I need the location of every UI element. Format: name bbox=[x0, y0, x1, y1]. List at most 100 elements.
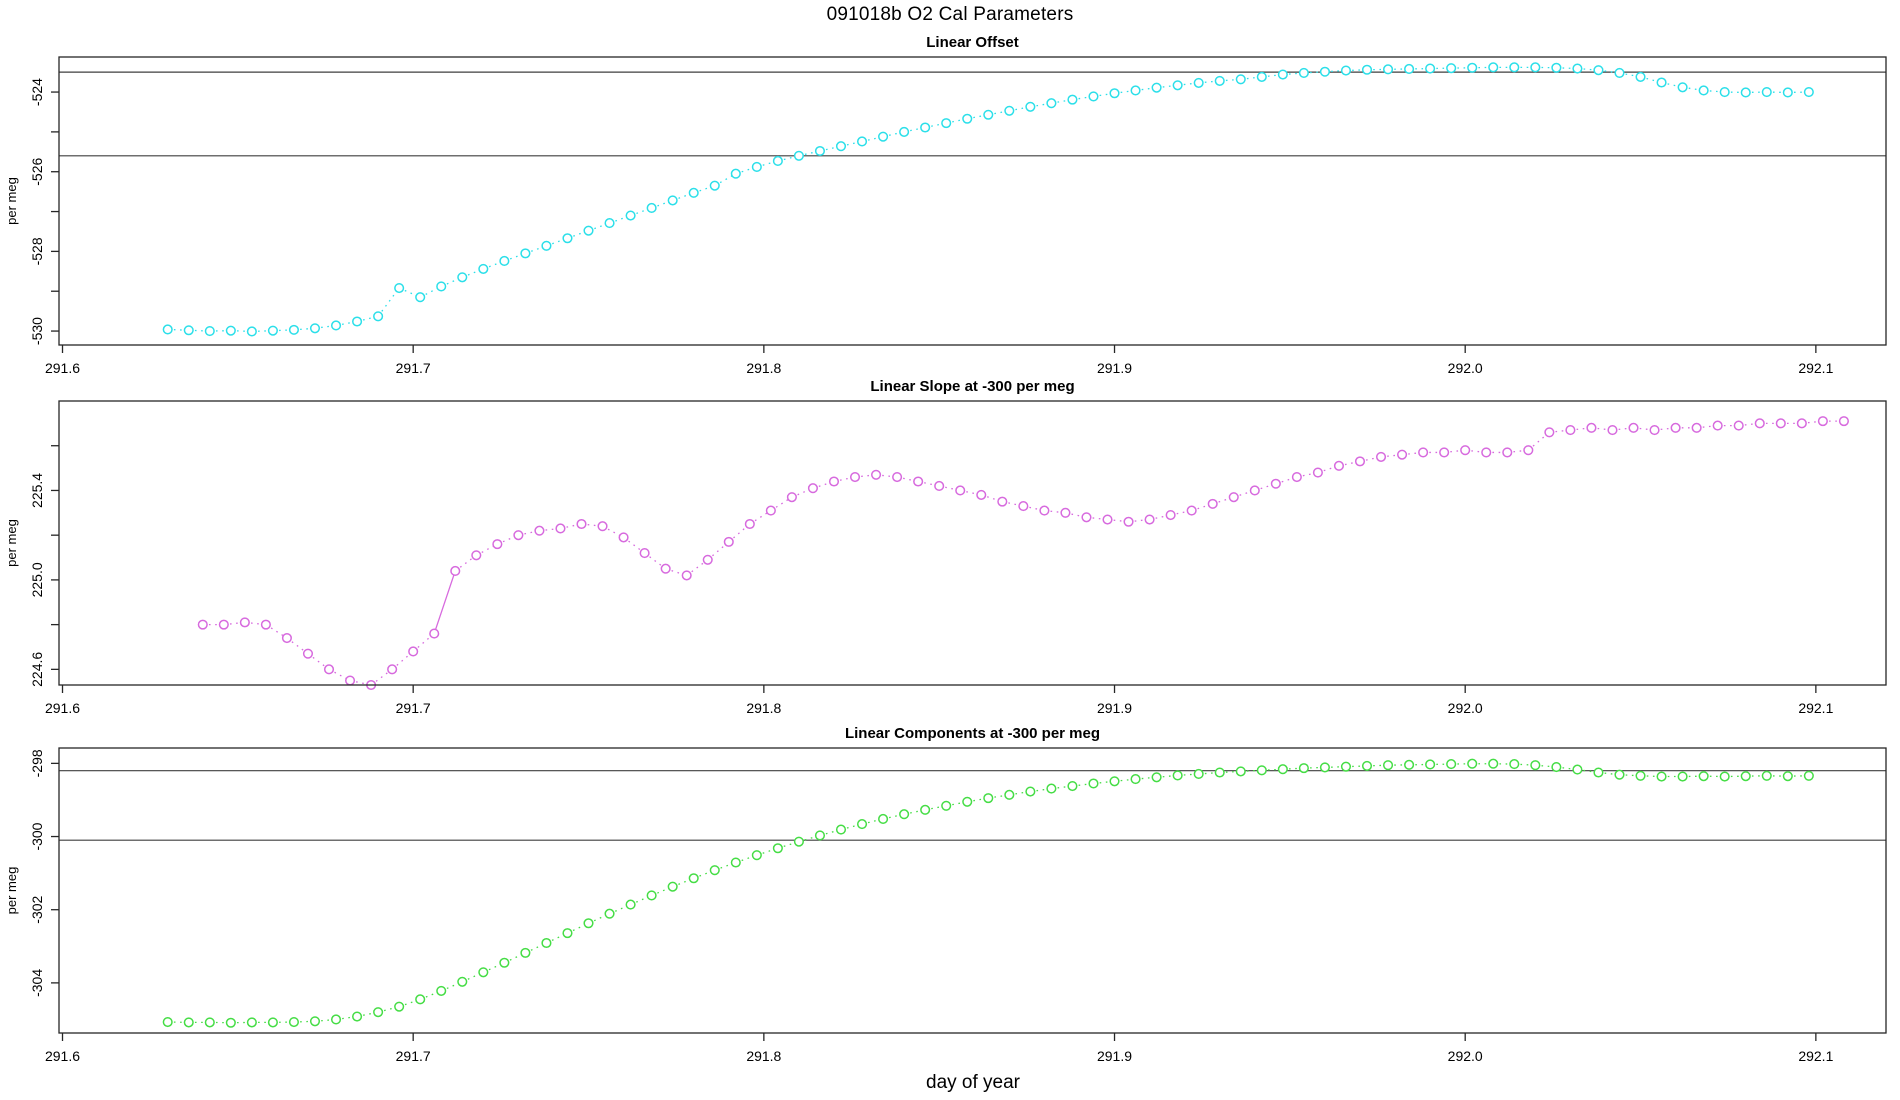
data-point-marker bbox=[913, 476, 924, 487]
data-point-marker bbox=[1172, 770, 1183, 781]
data-point-marker bbox=[625, 899, 636, 910]
series-points bbox=[197, 416, 1849, 691]
x-tick-label: 291.8 bbox=[746, 1048, 781, 1064]
data-point-marker bbox=[576, 518, 587, 530]
data-point-marker bbox=[1361, 64, 1373, 75]
y-tick-label: -304 bbox=[29, 969, 45, 997]
data-point-marker bbox=[394, 282, 405, 294]
data-point-marker bbox=[667, 195, 678, 206]
data-point-marker bbox=[1572, 63, 1583, 74]
data-point-marker bbox=[1214, 767, 1225, 778]
data-point-marker bbox=[1270, 478, 1281, 489]
data-point-marker bbox=[955, 485, 966, 496]
data-point-marker bbox=[597, 521, 608, 532]
data-point-marker bbox=[730, 168, 741, 179]
x-axis: 291.6 291.7 291.8 291.9 292.0 292.1 bbox=[45, 685, 1834, 716]
y-tick-label: 225.0 bbox=[29, 562, 45, 597]
y-axis: -524 -526 -528 -530 bbox=[29, 78, 59, 345]
data-point-marker bbox=[1109, 776, 1120, 787]
x-tick-label: 291.8 bbox=[746, 700, 781, 716]
data-point-marker bbox=[288, 1016, 300, 1028]
data-point-marker bbox=[225, 325, 236, 336]
x-axis: 291.6 291.7 291.8 291.9 292.0 292.1 bbox=[45, 345, 1834, 376]
data-point-marker bbox=[218, 619, 229, 630]
data-point-marker bbox=[1677, 82, 1688, 93]
data-point-marker bbox=[394, 1001, 405, 1012]
data-point-marker bbox=[520, 248, 531, 259]
data-point-marker bbox=[1319, 66, 1330, 77]
data-point-marker bbox=[1102, 514, 1113, 525]
data-point-marker bbox=[1586, 422, 1597, 433]
data-point-marker bbox=[415, 994, 426, 1005]
data-point-marker bbox=[1298, 67, 1309, 78]
data-point-marker bbox=[499, 255, 510, 267]
data-point-marker bbox=[1761, 770, 1772, 781]
x-axis-label: day of year bbox=[926, 1072, 1020, 1093]
data-point-marker bbox=[1088, 778, 1099, 789]
data-point-marker bbox=[1698, 85, 1709, 96]
data-point-marker bbox=[1551, 761, 1562, 773]
y-axis: 225.4 225.0 224.6 bbox=[29, 445, 59, 687]
data-point-marker bbox=[1172, 80, 1183, 91]
data-point-marker bbox=[856, 136, 868, 147]
data-point-marker bbox=[197, 619, 208, 630]
data-point-marker bbox=[1397, 449, 1408, 460]
data-point-marker bbox=[1144, 514, 1155, 525]
data-point-marker bbox=[246, 1017, 257, 1028]
data-point-marker bbox=[618, 532, 629, 543]
data-point-marker bbox=[1530, 62, 1541, 73]
data-point-marker bbox=[1775, 418, 1786, 429]
data-point-marker bbox=[1544, 427, 1555, 438]
data-point-marker bbox=[723, 536, 734, 547]
x-tick-label: 291.9 bbox=[1097, 360, 1132, 376]
data-point-marker bbox=[1782, 87, 1793, 98]
data-point-marker bbox=[1439, 447, 1450, 458]
data-point-marker bbox=[1551, 62, 1562, 73]
y-tick-label: -528 bbox=[29, 237, 45, 265]
data-point-marker bbox=[513, 530, 524, 541]
data-point-marker bbox=[751, 850, 762, 861]
data-point-marker bbox=[457, 272, 468, 283]
data-point-marker bbox=[1593, 65, 1604, 76]
data-point-marker bbox=[1656, 771, 1667, 782]
data-point-marker bbox=[1277, 69, 1288, 80]
panel-1: 291.6 291.7 291.8 291.9 292.0 292.1-524-526-5… bbox=[4, 34, 1887, 376]
data-point-marker bbox=[1207, 498, 1218, 509]
data-point-marker bbox=[604, 908, 615, 919]
data-point-marker bbox=[983, 793, 994, 804]
data-point-marker bbox=[1130, 85, 1141, 96]
data-point-marker bbox=[1670, 422, 1681, 433]
data-point-marker bbox=[1502, 447, 1513, 458]
panel-frame bbox=[58, 56, 1887, 346]
data-point-marker bbox=[387, 664, 398, 675]
data-point-marker bbox=[162, 1016, 173, 1028]
data-point-marker bbox=[1193, 768, 1204, 780]
data-point-marker bbox=[1740, 87, 1751, 98]
data-point-marker bbox=[1656, 77, 1667, 88]
data-point-marker bbox=[1425, 759, 1436, 770]
data-point-marker bbox=[1256, 71, 1267, 82]
data-point-marker bbox=[239, 617, 250, 628]
data-point-marker bbox=[1361, 760, 1373, 771]
x-tick-label: 292.0 bbox=[1448, 700, 1483, 716]
data-point-marker bbox=[562, 233, 573, 244]
data-point-marker bbox=[1635, 770, 1646, 781]
data-point-marker bbox=[878, 131, 889, 142]
data-point-marker bbox=[604, 218, 615, 229]
data-point-marker bbox=[1677, 771, 1688, 782]
data-point-marker bbox=[646, 202, 657, 214]
data-point-marker bbox=[204, 1017, 215, 1028]
data-point-marker bbox=[1698, 771, 1709, 782]
data-point-marker bbox=[1319, 762, 1330, 773]
data-point-marker bbox=[976, 489, 987, 500]
x-tick-label: 291.8 bbox=[746, 360, 781, 376]
data-point-marker bbox=[1046, 98, 1057, 109]
data-point-marker bbox=[1649, 425, 1660, 436]
x-tick-label: 291.7 bbox=[396, 700, 431, 716]
data-point-marker bbox=[871, 469, 882, 480]
x-tick-label: 291.9 bbox=[1097, 700, 1132, 716]
data-point-marker bbox=[1193, 77, 1204, 88]
x-tick-label: 291.9 bbox=[1097, 1048, 1132, 1064]
data-point-marker bbox=[1404, 759, 1415, 770]
